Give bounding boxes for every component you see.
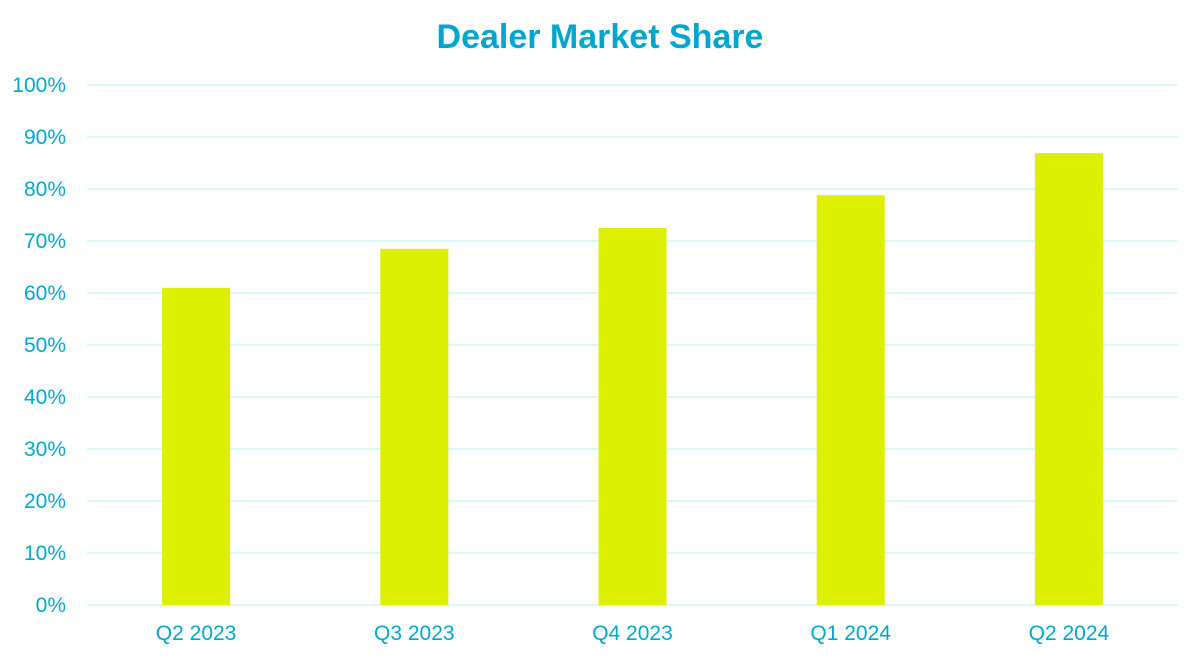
y-tick-label: 80% [24, 178, 66, 201]
y-tick-label: 10% [24, 542, 66, 565]
y-tick-label: 60% [24, 282, 66, 305]
bar-q3-2023 [380, 248, 449, 606]
bar-q4-2023 [598, 228, 667, 605]
bars [162, 153, 1103, 606]
x-tick-label: Q4 2023 [592, 622, 673, 645]
y-tick-label: 100% [12, 74, 66, 97]
x-axis: Q2 2023 Q3 2023 Q4 2023 Q1 2024 Q2 2024 [156, 622, 1110, 645]
x-tick-label: Q3 2023 [374, 622, 455, 645]
chart-title: Dealer Market Share [437, 18, 764, 56]
bar-q1-2024 [816, 195, 885, 606]
y-tick-label: 70% [24, 230, 66, 253]
y-tick-label: 90% [24, 126, 66, 149]
bar-q2-2023 [162, 287, 231, 605]
y-axis: 0% 10% 20% 30% 40% 50% 60% 70% 80% 90% 100% [12, 74, 66, 617]
y-tick-label: 20% [24, 490, 66, 513]
x-tick-label: Q1 2024 [810, 622, 891, 645]
y-tick-label: 50% [24, 334, 66, 357]
y-tick-label: 40% [24, 386, 66, 409]
bar-q2-2024 [1034, 153, 1103, 605]
x-tick-label: Q2 2024 [1029, 622, 1110, 645]
y-tick-label: 0% [36, 594, 66, 617]
x-tick-label: Q2 2023 [156, 622, 237, 645]
y-tick-label: 30% [24, 438, 66, 461]
